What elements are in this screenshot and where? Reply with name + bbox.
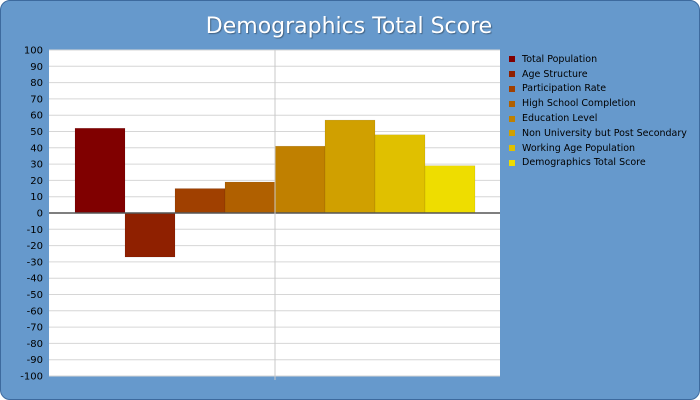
legend-swatch (509, 159, 515, 166)
y-axis-ticks: -100-90-80-70-60-50-40-30-20-10010203040… (20, 46, 43, 383)
legend-item: Total Population (509, 52, 687, 67)
y-tick-label: 20 (30, 176, 43, 187)
bar (224, 181, 276, 214)
legend-swatch (509, 145, 515, 152)
legend-swatch (509, 85, 515, 92)
y-tick-label: 0 (37, 209, 43, 220)
bar (274, 145, 326, 214)
legend-label: Participation Rate (522, 83, 607, 95)
legend-label: Total Population (522, 53, 598, 65)
legend-label: Age Structure (522, 68, 588, 80)
bars (74, 119, 476, 258)
legend-label: Non University but Post Secondary (522, 127, 687, 139)
legend-label: Education Level (522, 113, 598, 125)
legend-item: Working Age Population (509, 141, 687, 156)
legend-item: Education Level (509, 111, 687, 126)
legend-label: Working Age Population (522, 142, 636, 154)
legend-item: Participation Rate (509, 82, 687, 97)
bar (424, 165, 476, 214)
legend-swatch (509, 71, 515, 78)
y-tick-label: 70 (30, 94, 43, 105)
y-tick-label: 60 (30, 111, 43, 122)
legend-label: High School Completion (522, 98, 636, 110)
legend-label: Demographics Total Score (522, 157, 646, 169)
y-tick-label: -50 (27, 290, 43, 301)
legend-item: High School Completion (509, 96, 687, 111)
y-tick-label: -10 (27, 225, 43, 236)
bar (374, 134, 426, 214)
chart-title: Demographics Total Score (205, 14, 493, 39)
legend-item: Age Structure (509, 67, 687, 82)
bar (74, 127, 126, 214)
y-tick-label: -30 (27, 257, 43, 268)
y-tick-label: -60 (27, 306, 43, 317)
legend-swatch (509, 56, 515, 63)
y-tick-label: -90 (27, 355, 43, 366)
y-tick-label: 90 (30, 62, 43, 73)
legend-item: Non University but Post Secondary (509, 126, 687, 141)
legend-swatch (509, 100, 515, 107)
y-tick-label: 30 (30, 160, 43, 171)
legend-swatch (509, 115, 515, 122)
y-tick-label: 50 (30, 127, 43, 138)
y-tick-label: -80 (27, 339, 43, 350)
y-tick-label: -40 (27, 274, 43, 285)
y-tick-label: 80 (30, 78, 43, 89)
bar (174, 188, 226, 214)
legend: Total Population Age Structure Participati… (509, 52, 687, 170)
bar (324, 119, 376, 214)
legend-item: Demographics Total Score (509, 156, 687, 171)
y-tick-label: -100 (20, 372, 43, 383)
y-tick-label: 10 (30, 192, 43, 203)
y-tick-label: 40 (30, 143, 43, 154)
y-tick-label: -70 (27, 323, 43, 334)
y-tick-label: -20 (27, 241, 43, 252)
bar (124, 212, 176, 258)
legend-swatch (509, 130, 515, 137)
y-tick-label: 100 (24, 46, 43, 57)
